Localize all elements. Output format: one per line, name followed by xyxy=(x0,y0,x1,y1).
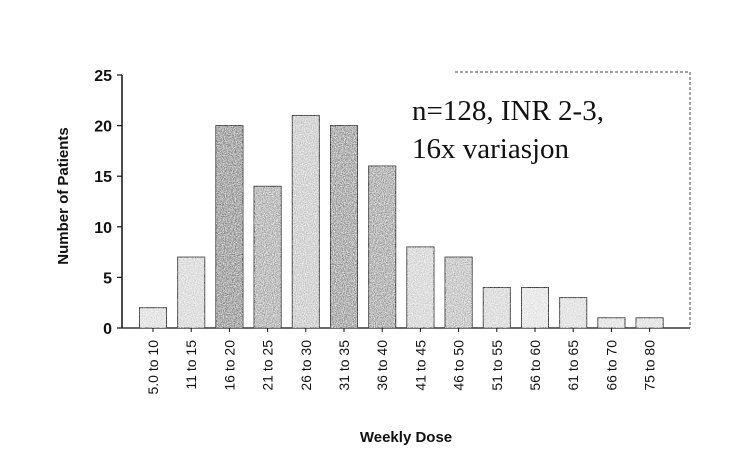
bar-texture xyxy=(445,257,473,328)
y-ticks: 0 5 10 15 20 25 xyxy=(94,68,122,338)
x-tick-label: 36 to 40 xyxy=(374,340,390,391)
x-tick-label: 21 to 25 xyxy=(260,340,276,391)
sample-annotation: n=128, INR 2-3, 16x variasjon xyxy=(412,92,682,168)
x-tick-label: 66 to 70 xyxy=(603,340,619,391)
x-tick-label: 56 to 60 xyxy=(527,340,543,391)
y-tick-label: 5 xyxy=(103,270,112,287)
annotation-line-2: 16x variasjon xyxy=(412,133,570,165)
bar-texture xyxy=(215,125,243,328)
y-tick-label: 0 xyxy=(103,321,112,338)
bar-texture xyxy=(330,125,358,328)
y-tick-label: 15 xyxy=(94,169,112,186)
bar-texture xyxy=(406,247,434,328)
annotation-line-1: n=128, INR 2-3, xyxy=(412,95,604,127)
x-tick-label: 11 to 15 xyxy=(183,340,199,390)
bar-texture xyxy=(559,297,587,328)
x-tick-label: 16 to 20 xyxy=(221,340,237,391)
x-tick-label: 51 to 55 xyxy=(489,340,505,391)
bar-texture xyxy=(597,317,625,328)
x-tick-label: 75 to 80 xyxy=(642,340,658,391)
x-tick-label: 31 to 35 xyxy=(336,340,352,391)
bar-texture xyxy=(521,287,549,328)
bar-texture xyxy=(177,257,205,328)
y-axis-label: Number of Patients xyxy=(55,127,72,265)
x-axis-label: Weekly Dose xyxy=(360,429,452,446)
y-tick-label: 10 xyxy=(94,220,112,237)
x-tick-label: 46 to 50 xyxy=(451,340,467,391)
x-tick-label: 26 to 30 xyxy=(298,340,314,391)
x-tick-label: 5.0 to 10 xyxy=(145,340,161,395)
x-tick-label: 61 to 65 xyxy=(565,340,581,391)
x-tick-label: 41 to 45 xyxy=(412,340,428,391)
y-tick-label: 25 xyxy=(94,68,112,85)
bar-texture xyxy=(254,186,282,328)
y-tick-label: 20 xyxy=(94,119,112,136)
bars xyxy=(139,114,664,329)
bar-texture xyxy=(636,317,664,328)
bar-texture xyxy=(292,115,320,328)
bar-texture xyxy=(368,166,396,328)
bar-texture xyxy=(483,287,511,328)
x-tick-labels: 5.0 to 10 11 to 15 16 to 20 21 to 25 26 to 3… xyxy=(145,328,658,395)
bar-texture xyxy=(139,307,167,328)
